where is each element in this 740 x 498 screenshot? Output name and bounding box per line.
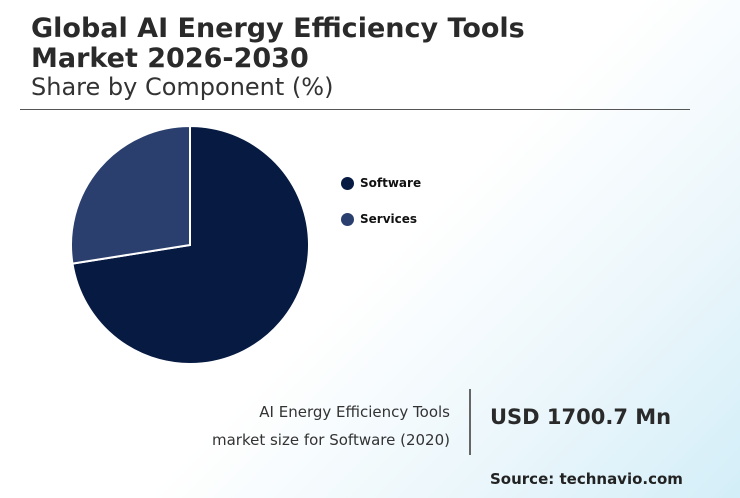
legend-dot-services [341, 212, 354, 226]
legend-item-software: Software [341, 174, 421, 192]
legend-item-services: Services [341, 210, 421, 228]
chart-title: Global AI Energy Efficiency Tools Market… [31, 13, 525, 74]
source-label: Source: technavio.com [490, 470, 683, 488]
market-size-value: USD 1700.7 Mn [490, 405, 672, 429]
legend-dot-software [341, 176, 354, 190]
header-divider [20, 109, 690, 110]
chart-legend: Software Services [341, 174, 421, 246]
legend-label-software: Software [360, 176, 422, 190]
caption-divider [469, 389, 471, 455]
pie-slice-services [70, 124, 191, 265]
caption-line-2: market size for Software (2020) [211, 431, 450, 449]
market-size-caption: AI Energy Efficiency Tools market size f… [212, 398, 450, 454]
legend-label-services: Services [360, 212, 418, 226]
caption-line-1: AI Energy Efficiency Tools [259, 403, 450, 421]
chart-subtitle: Share by Component (%) [31, 73, 334, 101]
